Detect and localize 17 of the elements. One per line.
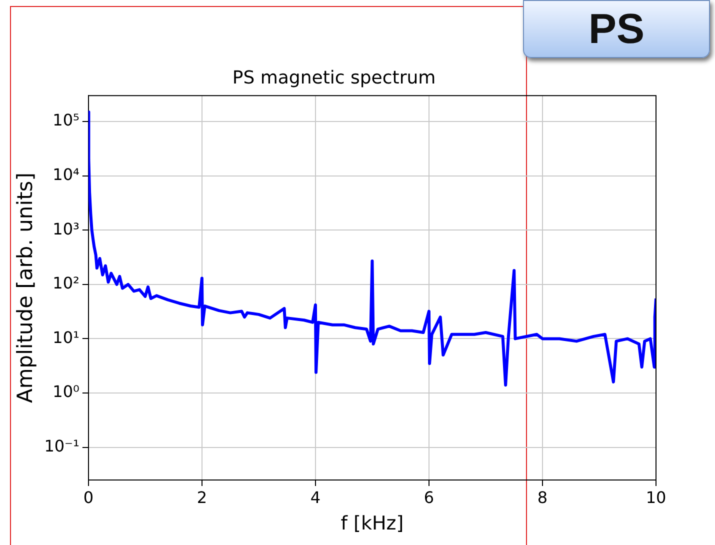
y-tick-label: 10⁰ bbox=[52, 382, 80, 402]
x-tick-label: 2 bbox=[196, 488, 208, 507]
chart-title: PS magnetic spectrum bbox=[232, 67, 436, 88]
x-tick-label: 8 bbox=[537, 488, 548, 507]
y-axis-title: Amplitude [arb. units] bbox=[13, 172, 38, 404]
y-tick-label: 10⁵ bbox=[52, 110, 80, 130]
x-tick-label: 6 bbox=[424, 488, 434, 507]
y-tick-label: 10⁴ bbox=[52, 164, 80, 184]
y-tick-label: 10¹ bbox=[52, 328, 80, 347]
x-tick-label: 4 bbox=[310, 488, 321, 507]
text: PS bbox=[523, 0, 710, 58]
y-tick-label: 10³ bbox=[52, 219, 80, 238]
x-axis-title: f [kHz] bbox=[340, 512, 404, 535]
y-tick-label: 10⁻¹ bbox=[44, 436, 80, 456]
x-tick-label: 10 bbox=[646, 488, 666, 507]
x-tick-label: 0 bbox=[83, 488, 94, 507]
y-tick-label: 10² bbox=[52, 274, 80, 293]
